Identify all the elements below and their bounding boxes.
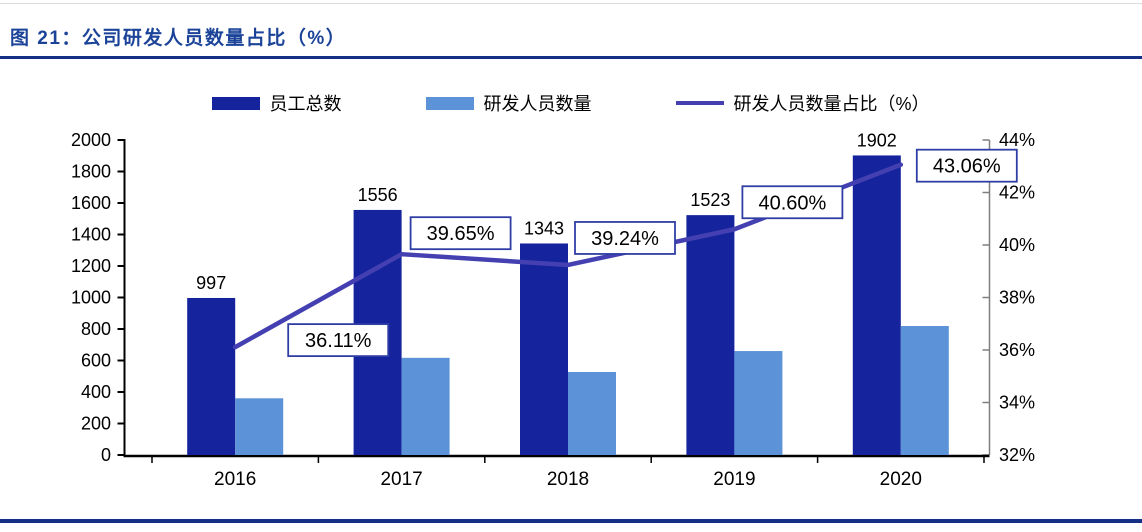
ratio-label-box-2016 (287, 323, 390, 358)
ratio-label-2018: 39.24% (591, 228, 659, 250)
left-axis-tick-label: 1200 (71, 256, 111, 276)
ratio-label-2019: 40.60% (758, 192, 826, 214)
left-axis-tick-label: 1800 (71, 162, 111, 182)
x-axis-label-2020: 2020 (880, 469, 922, 490)
legend-label-rd: 研发人员数量 (483, 94, 592, 114)
x-axis-label-2017: 2017 (380, 469, 422, 490)
left-axis-tick-label: 1400 (71, 225, 111, 245)
legend-swatch-ratio-line (676, 101, 725, 105)
right-axis-tick-label: 34% (999, 393, 1035, 413)
left-axis-tick-label: 1000 (71, 288, 111, 308)
rd-count-bar-2016 (235, 398, 284, 455)
x-axis-label-2018: 2018 (547, 469, 589, 490)
left-axis-tick-label: 800 (81, 319, 111, 339)
total-employees-bar-2019 (686, 215, 735, 455)
total-value-label-2020: 1902 (857, 130, 897, 150)
total-value-label-2016: 997 (196, 273, 226, 293)
left-axis-tick-label: 600 (81, 351, 111, 371)
legend-item-rd-ratio: 研发人员数量占比（%） (676, 90, 930, 116)
ratio-label-box-2019 (741, 185, 844, 220)
left-axis-tick-label: 400 (81, 382, 111, 402)
total-value-label-2019: 1523 (690, 190, 730, 210)
right-axis-tick-label: 32% (999, 445, 1035, 465)
total-value-label-2018: 1343 (524, 218, 564, 238)
ratio-label-2020: 43.06% (933, 156, 1001, 178)
rd-count-bar-2019 (734, 351, 783, 455)
total-value-label-2017: 1556 (358, 185, 398, 205)
ratio-label-2016: 36.11% (305, 330, 372, 352)
legend-item-total-employees: 员工总数 (212, 90, 341, 116)
x-axis-label-2019: 2019 (713, 469, 755, 490)
left-axis-tick-label: 2000 (71, 130, 111, 150)
ratio-label-box-2017 (409, 216, 512, 251)
rd-count-bar-2017 (401, 357, 450, 455)
rd-count-bar-2020 (900, 326, 949, 455)
right-axis-tick-label: 44% (999, 130, 1035, 150)
title-underline (0, 56, 1142, 59)
chart-legend: 员工总数 研发人员数量 研发人员数量占比（%） (0, 90, 1142, 116)
legend-label-ratio: 研发人员数量占比（%） (733, 94, 930, 114)
legend-swatch-total-bar (212, 96, 261, 110)
total-employees-bar-2020 (852, 155, 901, 455)
bottom-border-rule (0, 519, 1142, 523)
legend-swatch-rd-bar (426, 96, 475, 110)
figure-title: 图 21：公司研发人员数量占比（%） (10, 28, 347, 49)
left-axis-tick-label: 1600 (71, 193, 111, 213)
total-employees-bar-2018 (520, 243, 568, 455)
rd-count-bar-2018 (568, 371, 616, 455)
left-axis-tick-label: 0 (101, 445, 111, 465)
right-axis-tick-label: 36% (999, 340, 1035, 360)
ratio-label-box-2018 (574, 221, 676, 255)
left-axis-tick-label: 200 (81, 414, 111, 434)
legend-label-total: 员工总数 (269, 94, 342, 114)
legend-item-rd-count: 研发人员数量 (426, 90, 591, 116)
top-hairline (0, 3, 1142, 4)
right-axis-tick-label: 42% (999, 183, 1035, 203)
ratio-label-box-2020 (915, 148, 1018, 183)
right-axis-tick-label: 40% (999, 235, 1035, 255)
x-axis-label-2016: 2016 (214, 469, 256, 490)
right-axis-tick-label: 38% (999, 288, 1035, 308)
total-employees-bar-2016 (187, 297, 236, 455)
ratio-label-2017: 39.65% (427, 223, 495, 245)
